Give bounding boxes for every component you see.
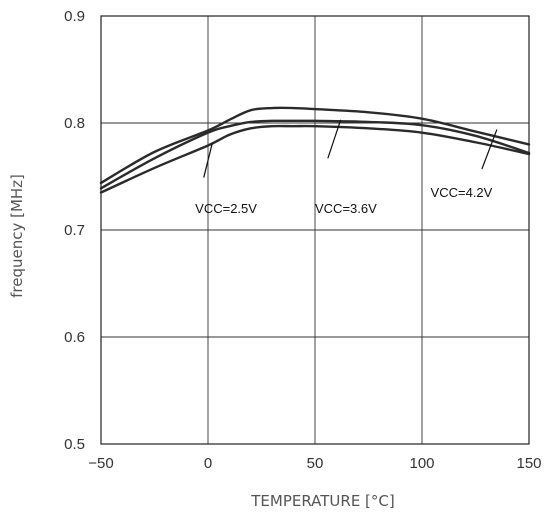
annotation-label: VCC=4.2V: [431, 185, 493, 200]
x-tick-labels: −50 0 50 100 150: [88, 455, 541, 472]
annotation-label: VCC=2.5V: [195, 201, 257, 216]
x-tick-label: −50: [88, 455, 113, 472]
series-line-2: [99, 119, 531, 190]
y-tick-label: 0.7: [64, 222, 85, 239]
series-line-3: [99, 106, 531, 185]
y-tick-label: 0.9: [64, 8, 85, 25]
y-tick-label: 0.8: [64, 115, 85, 132]
x-axis-label: TEMPERATURE [°C]: [250, 492, 395, 510]
grid-lines: [100, 15, 530, 445]
annotation-pointer: [481, 129, 498, 170]
y-tick-label: 0.5: [64, 436, 85, 453]
series-line-1: [99, 124, 531, 194]
x-tick-label: 0: [204, 455, 212, 472]
annotation-pointer: [203, 143, 213, 178]
plot-area-frame: [100, 15, 530, 445]
x-tick-label: 50: [307, 455, 324, 472]
y-tick-labels: 0.5 0.6 0.7 0.8 0.9: [64, 8, 85, 453]
series-lines: [99, 106, 531, 194]
annotations: VCC=2.5V VCC=3.6V VCC=4.2V: [195, 119, 498, 216]
x-tick-label: 100: [409, 455, 434, 472]
y-tick-label: 0.6: [64, 329, 85, 346]
annotation-pointer: [327, 119, 342, 159]
x-tick-label: 150: [516, 455, 541, 472]
annotation-label: VCC=3.6V: [315, 201, 377, 216]
y-axis-label: frequency [MHz]: [8, 174, 26, 298]
